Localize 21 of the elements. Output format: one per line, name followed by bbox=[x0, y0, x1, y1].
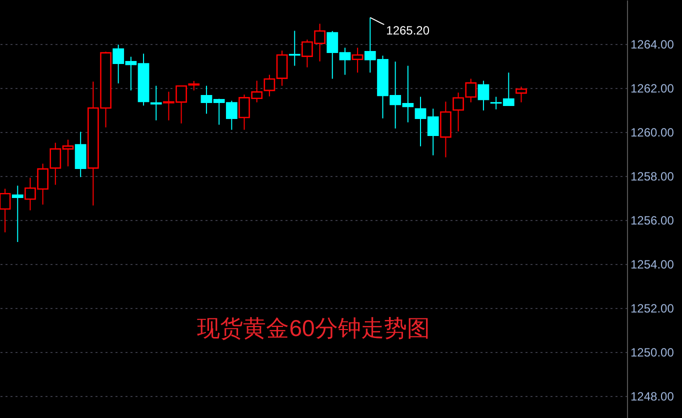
candlestick bbox=[12, 185, 24, 242]
y-tick-label: 1254.00 bbox=[630, 258, 674, 272]
y-tick-label: 1250.00 bbox=[630, 346, 674, 360]
y-tick-label: 1248.00 bbox=[630, 390, 674, 404]
candlestick bbox=[288, 30, 300, 66]
y-tick-label: 1252.00 bbox=[630, 302, 674, 316]
candlestick bbox=[465, 78, 477, 103]
candlestick bbox=[150, 85, 162, 121]
text: 现货黄金60分钟走势图 bbox=[197, 315, 430, 341]
y-tick-label: 1260.00 bbox=[630, 126, 674, 140]
candlestick bbox=[188, 80, 200, 91]
annotation: 1265.20 bbox=[386, 24, 430, 38]
candlestick bbox=[452, 92, 464, 132]
candlestick bbox=[352, 47, 364, 74]
candlestick bbox=[516, 86, 527, 103]
candlestick bbox=[74, 131, 86, 178]
y-tick-label: 1256.00 bbox=[630, 214, 674, 228]
y-tick-label: 1262.00 bbox=[630, 82, 674, 96]
y-tick-label: 1258.00 bbox=[630, 170, 674, 184]
candlestick bbox=[478, 80, 490, 111]
y-tick-label: 1264.00 bbox=[630, 38, 674, 52]
